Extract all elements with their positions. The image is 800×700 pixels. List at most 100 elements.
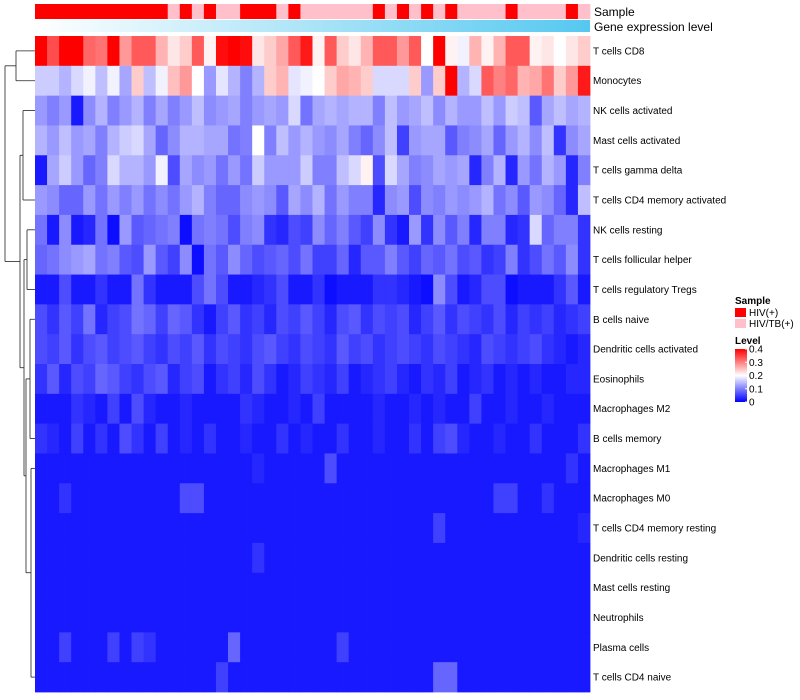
heatmap-cell bbox=[143, 662, 157, 693]
heatmap-cell bbox=[360, 214, 374, 246]
heatmap-cell bbox=[396, 65, 410, 97]
heatmap-cell bbox=[191, 125, 205, 156]
heatmap-cell bbox=[119, 214, 132, 246]
heatmap-cell bbox=[203, 393, 217, 425]
heatmap-cell bbox=[457, 453, 470, 484]
heatmap-cell bbox=[324, 453, 338, 484]
heatmap-cell bbox=[433, 155, 446, 186]
heatmap-cell bbox=[505, 423, 519, 454]
heatmap-cell bbox=[288, 304, 301, 335]
heatmap-cell bbox=[409, 453, 422, 484]
heatmap-cell bbox=[312, 155, 325, 186]
heatmap-cell bbox=[384, 662, 398, 693]
heatmap-cell bbox=[167, 155, 181, 186]
heatmap-cell bbox=[360, 95, 374, 126]
row-label: Mast cells activated bbox=[593, 136, 680, 147]
heatmap-cell bbox=[348, 602, 362, 633]
heatmap-cell bbox=[360, 125, 374, 156]
heatmap-cell bbox=[203, 453, 217, 484]
heatmap-cell bbox=[155, 185, 169, 216]
heatmap-cell bbox=[372, 36, 386, 67]
heatmap-cell bbox=[565, 214, 579, 246]
heatmap-cell bbox=[445, 334, 458, 365]
heatmap-cell bbox=[505, 662, 519, 693]
heatmap-cell bbox=[71, 453, 84, 484]
heatmap-cell bbox=[541, 244, 555, 275]
heatmap-cell bbox=[143, 572, 157, 603]
heatmap-cell bbox=[336, 572, 350, 603]
heatmap-cell bbox=[71, 632, 84, 663]
heatmap-cell bbox=[541, 334, 555, 365]
heatmap-cell bbox=[433, 95, 446, 126]
heatmap-cell bbox=[409, 125, 422, 156]
heatmap-cell bbox=[360, 483, 374, 514]
row-label: Macrophages M2 bbox=[593, 404, 671, 415]
heatmap-cell bbox=[276, 304, 289, 335]
heatmap-cell bbox=[252, 334, 265, 365]
heatmap-cell bbox=[215, 602, 229, 633]
heatmap-cell bbox=[47, 36, 60, 67]
heatmap-cell bbox=[191, 185, 205, 216]
heatmap-cell bbox=[47, 542, 60, 574]
heatmap-cell bbox=[167, 662, 181, 693]
heatmap-cell bbox=[131, 185, 144, 216]
heatmap-cell bbox=[107, 453, 120, 484]
heatmap-cell bbox=[95, 65, 108, 97]
heatmap-cell bbox=[203, 632, 217, 663]
heatmap-cell bbox=[421, 95, 434, 126]
heatmap-cell bbox=[300, 334, 313, 365]
heatmap-cell bbox=[553, 274, 567, 305]
heatmap-cell bbox=[469, 95, 482, 126]
heatmap-cell bbox=[107, 36, 120, 67]
heatmap-cell bbox=[167, 65, 181, 97]
heatmap-cell bbox=[71, 274, 84, 305]
heatmap-cell bbox=[445, 65, 458, 97]
heatmap-cell bbox=[409, 632, 422, 663]
heatmap-cell bbox=[59, 364, 72, 395]
heatmap-cell bbox=[409, 155, 422, 186]
heatmap-cell bbox=[457, 244, 470, 275]
heatmap-cell bbox=[203, 364, 217, 395]
heatmap-cell bbox=[409, 36, 422, 67]
heatmap-cell bbox=[264, 274, 277, 305]
heatmap-cell bbox=[577, 36, 591, 67]
heatmap-cell bbox=[179, 542, 193, 574]
heatmap-cell bbox=[481, 513, 494, 544]
heatmap-cell bbox=[445, 513, 458, 544]
heatmap-cell bbox=[47, 334, 60, 365]
heatmap-cell bbox=[360, 364, 374, 395]
heatmap-cell bbox=[565, 602, 579, 633]
heatmap-cell bbox=[505, 304, 519, 335]
heatmap-cell bbox=[553, 542, 567, 574]
heatmap-cell bbox=[35, 95, 48, 126]
heatmap-cell bbox=[191, 304, 205, 335]
heatmap-cell bbox=[505, 364, 519, 395]
heatmap-cell bbox=[276, 36, 289, 67]
heatmap-cell bbox=[107, 632, 120, 663]
sample-annotation-cell bbox=[505, 4, 519, 19]
heatmap-cell bbox=[360, 304, 374, 335]
sample-annotation-cell bbox=[288, 4, 301, 19]
sample-annotation-cell bbox=[107, 4, 120, 19]
heatmap-cell bbox=[312, 95, 325, 126]
heatmap-cell bbox=[541, 572, 555, 603]
heatmap-cell bbox=[481, 542, 494, 574]
heatmap-cell bbox=[529, 572, 543, 603]
heatmap-cell bbox=[107, 572, 120, 603]
heatmap-cell bbox=[565, 185, 579, 216]
heatmap-cell bbox=[119, 65, 132, 97]
heatmap-cell bbox=[421, 632, 434, 663]
heatmap-cell bbox=[264, 513, 277, 544]
heatmap-cell bbox=[179, 572, 193, 603]
heatmap-cell bbox=[288, 95, 301, 126]
heatmap-cell bbox=[384, 304, 398, 335]
heatmap-cell bbox=[35, 214, 48, 246]
heatmap-cell bbox=[493, 632, 506, 663]
heatmap-cell bbox=[83, 214, 96, 246]
row-label: NK cells resting bbox=[593, 225, 662, 236]
heatmap-cell bbox=[59, 423, 72, 454]
heatmap-cell bbox=[215, 542, 229, 574]
heatmap-cell bbox=[288, 244, 301, 275]
heatmap-cell bbox=[409, 185, 422, 216]
heatmap-cell bbox=[167, 513, 181, 544]
